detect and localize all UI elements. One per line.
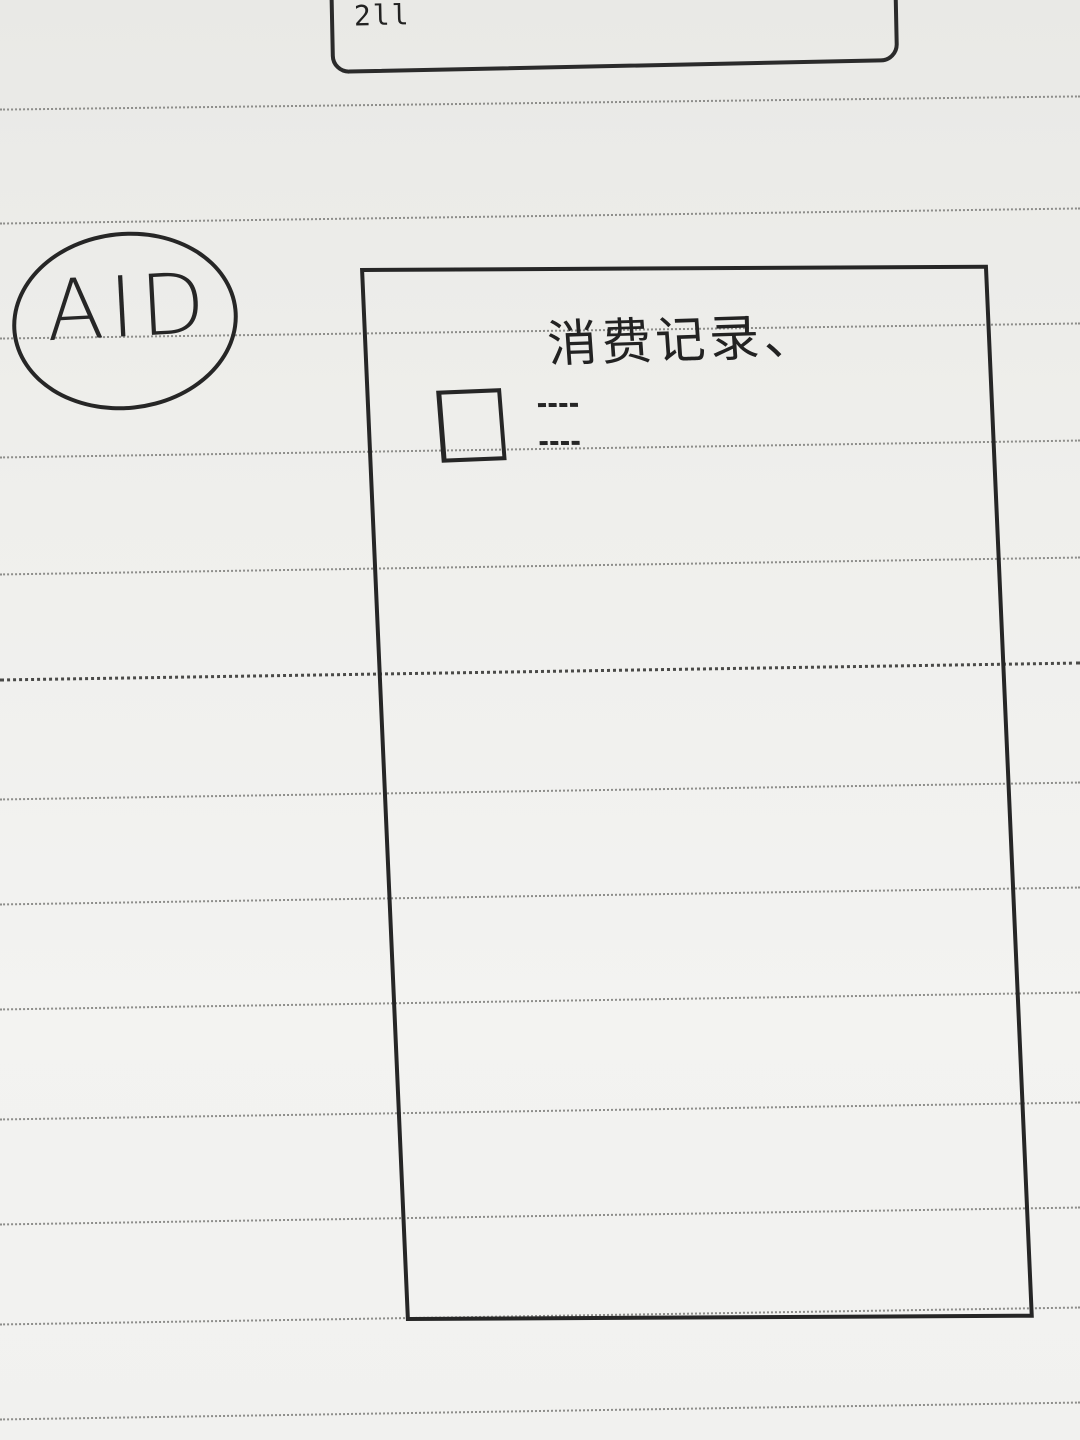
placeholder-text-line [537,402,579,408]
ruled-line [0,1401,1080,1421]
ruled-line [0,207,1080,225]
list-item[interactable] [436,388,600,470]
fragment-text: 2ll [353,0,411,33]
screen-mockup: 消费记录、 [360,264,1034,1321]
placeholder-text-line [539,440,580,446]
aid-label: AID [43,253,214,361]
screen-title: 消费记录、 [545,307,820,374]
ruled-line [0,95,1080,111]
sketch-frame-fragment: 2ll [328,0,900,74]
checkbox[interactable] [436,388,507,463]
